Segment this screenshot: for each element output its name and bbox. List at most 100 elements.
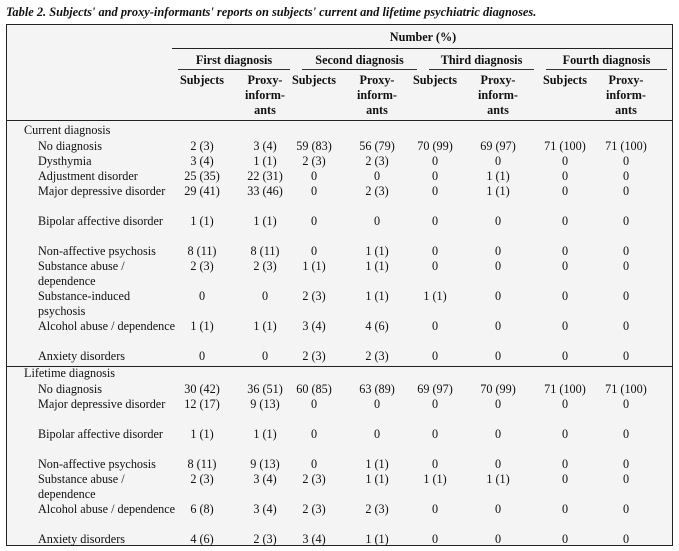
row-label: Non-affective psychosis (38, 244, 156, 258)
table-cell: 3 (4) (253, 502, 277, 516)
table-cell: 0 (310, 184, 318, 198)
table-cell: 0 (431, 184, 439, 198)
table-cell: 0 (494, 349, 502, 363)
table-cell: 2 (3) (190, 259, 214, 273)
table-cell: 71 (100) (605, 139, 647, 153)
row-label: Bipolar affective disorder (38, 427, 163, 441)
table-cell: 2 (3) (253, 259, 277, 273)
table-cell: 3 (4) (253, 472, 277, 486)
group-underline (546, 69, 667, 70)
table-cell: 1 (1) (253, 427, 277, 441)
table-cell: 6 (8) (190, 502, 214, 516)
table-cell: 1 (1) (486, 169, 510, 183)
table-cell: 0 (622, 289, 630, 303)
table-cell: 56 (79) (359, 139, 395, 153)
row-label: No diagnosis (38, 382, 102, 396)
table-cell: 0 (622, 319, 630, 333)
group-underline (429, 69, 534, 70)
group-underline (178, 69, 290, 70)
row-label: Alcohol abuse / dependence (38, 319, 176, 333)
table-cell: 1 (1) (253, 319, 277, 333)
table-cell: 0 (494, 244, 502, 258)
table-cell: 0 (373, 169, 381, 183)
table-cell: 0 (561, 502, 569, 516)
table-cell: 1 (1) (365, 289, 389, 303)
group-header-third-diagnosis: Third diagnosis (440, 53, 523, 67)
table-cell: 0 (431, 169, 439, 183)
table-cell: 70 (99) (480, 382, 516, 396)
table-cell: 60 (85) (296, 382, 332, 396)
table-cell: 0 (431, 457, 439, 471)
table-cell: 0 (431, 427, 439, 441)
table-cell: 0 (494, 259, 502, 273)
table-cell: 0 (310, 244, 318, 258)
table-cell: 2 (3) (190, 139, 214, 153)
table-cell: 0 (431, 259, 439, 273)
section-divider (7, 366, 673, 367)
row-label: Dysthymia (38, 154, 92, 168)
table-cell: 0 (494, 532, 502, 546)
table-cell: 0 (561, 184, 569, 198)
table-cell: 1 (1) (486, 184, 510, 198)
table-cell: 0 (561, 169, 569, 183)
table-cell: 29 (41) (184, 184, 220, 198)
table-cell: 0 (622, 427, 630, 441)
table-cell: 71 (100) (544, 382, 586, 396)
row-label: Anxiety disorders (38, 349, 125, 363)
table-cell: 0 (561, 427, 569, 441)
table-cell: 0 (561, 457, 569, 471)
table-cell: 9 (13) (250, 457, 280, 471)
table-cell: 2 (3) (302, 289, 326, 303)
table-cell: 36 (51) (247, 382, 283, 396)
row-label: Anxiety disorders (38, 532, 125, 546)
table-cell: 71 (100) (544, 139, 586, 153)
table-cell: 0 (622, 457, 630, 471)
table-cell: 0 (431, 244, 439, 258)
table-cell: 3 (4) (253, 139, 277, 153)
table-cell: 4 (6) (190, 532, 214, 546)
table-cell: 1 (1) (486, 472, 510, 486)
table-cell: 0 (310, 397, 318, 411)
table-cell: 0 (622, 259, 630, 273)
table-cell: 8 (11) (187, 457, 217, 471)
row-label: Substance abuse / dependence (38, 472, 125, 501)
row-label: No diagnosis (38, 139, 102, 153)
table-cell: 0 (561, 349, 569, 363)
table-cell: 1 (1) (190, 214, 214, 228)
table-cell: 2 (3) (253, 532, 277, 546)
table-cell: 1 (1) (365, 244, 389, 258)
table-cell: 0 (494, 502, 502, 516)
table-cell: 1 (1) (253, 214, 277, 228)
group-underline (302, 69, 417, 70)
table-cell: 0 (622, 169, 630, 183)
table-cell: 0 (622, 349, 630, 363)
table-cell: 2 (3) (365, 502, 389, 516)
table-cell: 3 (4) (302, 532, 326, 546)
row-label: Substance abuse / dependence (38, 259, 125, 288)
table-cell: 9 (13) (250, 397, 280, 411)
table-cell: 0 (431, 214, 439, 228)
table-cell: 0 (494, 214, 502, 228)
table-cell: 0 (310, 427, 318, 441)
group-header-fourth-diagnosis: Fourth diagnosis (562, 53, 651, 67)
table-cell: 8 (11) (187, 244, 217, 258)
table-cell: 0 (561, 319, 569, 333)
table-cell: 30 (42) (184, 382, 220, 396)
proxy-informants-subheader: Proxy- inform- ants (606, 73, 646, 117)
table-cell: 0 (561, 244, 569, 258)
table-cell: 1 (1) (365, 457, 389, 471)
table-cell: 1 (1) (365, 532, 389, 546)
proxy-informants-subheader: Proxy- inform- ants (478, 73, 518, 117)
subjects-subheader: Subjects (412, 73, 457, 87)
table-cell: 0 (494, 154, 502, 168)
table-cell: 0 (622, 154, 630, 168)
table-cell: 63 (89) (359, 382, 395, 396)
row-label: Major depressive disorder (38, 184, 166, 198)
table-cell: 0 (494, 427, 502, 441)
table-cell: 0 (198, 289, 206, 303)
table-cell: 1 (1) (365, 472, 389, 486)
row-label: Substance-induced psychosis (38, 289, 131, 318)
proxy-informants-subheader: Proxy- inform- ants (245, 73, 285, 117)
section-title-current-diagnosis: Current diagnosis (24, 123, 111, 137)
table-cell: 71 (100) (605, 382, 647, 396)
